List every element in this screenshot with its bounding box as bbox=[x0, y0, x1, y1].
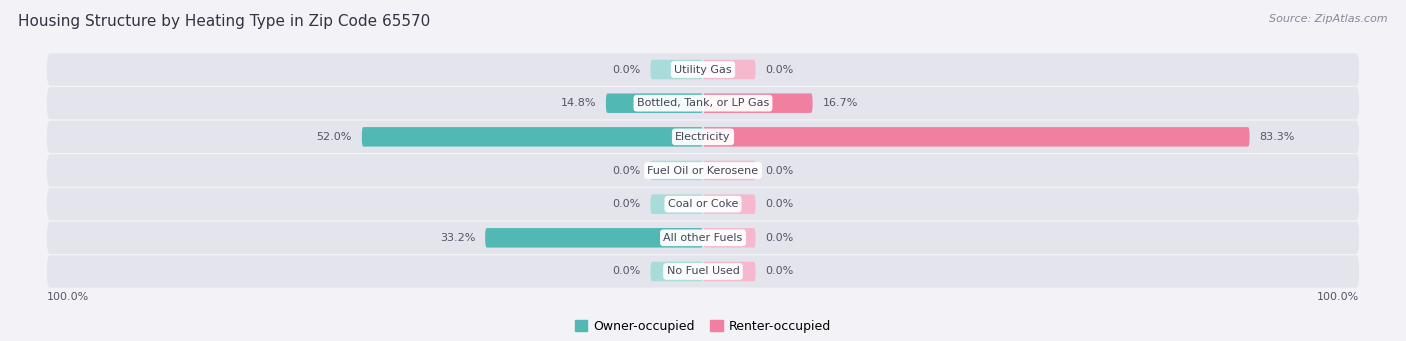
Text: 0.0%: 0.0% bbox=[765, 165, 793, 176]
Text: Source: ZipAtlas.com: Source: ZipAtlas.com bbox=[1270, 14, 1388, 24]
FancyBboxPatch shape bbox=[46, 87, 1360, 119]
FancyBboxPatch shape bbox=[485, 228, 703, 248]
Text: 0.0%: 0.0% bbox=[765, 199, 793, 209]
Text: 14.8%: 14.8% bbox=[561, 98, 596, 108]
Text: 83.3%: 83.3% bbox=[1260, 132, 1295, 142]
Text: 0.0%: 0.0% bbox=[613, 165, 641, 176]
Text: Fuel Oil or Kerosene: Fuel Oil or Kerosene bbox=[647, 165, 759, 176]
FancyBboxPatch shape bbox=[651, 194, 703, 214]
Text: Coal or Coke: Coal or Coke bbox=[668, 199, 738, 209]
FancyBboxPatch shape bbox=[703, 161, 755, 180]
FancyBboxPatch shape bbox=[651, 60, 703, 79]
FancyBboxPatch shape bbox=[703, 262, 755, 281]
FancyBboxPatch shape bbox=[703, 60, 755, 79]
FancyBboxPatch shape bbox=[46, 121, 1360, 153]
Text: 0.0%: 0.0% bbox=[765, 64, 793, 75]
Text: 0.0%: 0.0% bbox=[613, 199, 641, 209]
FancyBboxPatch shape bbox=[46, 54, 1360, 86]
FancyBboxPatch shape bbox=[46, 255, 1360, 287]
FancyBboxPatch shape bbox=[703, 228, 755, 248]
FancyBboxPatch shape bbox=[46, 222, 1360, 254]
Text: 0.0%: 0.0% bbox=[765, 233, 793, 243]
Text: Electricity: Electricity bbox=[675, 132, 731, 142]
Text: 16.7%: 16.7% bbox=[823, 98, 858, 108]
FancyBboxPatch shape bbox=[361, 127, 703, 147]
FancyBboxPatch shape bbox=[703, 194, 755, 214]
FancyBboxPatch shape bbox=[46, 188, 1360, 220]
FancyBboxPatch shape bbox=[46, 154, 1360, 187]
Text: No Fuel Used: No Fuel Used bbox=[666, 266, 740, 277]
Text: Housing Structure by Heating Type in Zip Code 65570: Housing Structure by Heating Type in Zip… bbox=[18, 14, 430, 29]
FancyBboxPatch shape bbox=[651, 161, 703, 180]
Text: All other Fuels: All other Fuels bbox=[664, 233, 742, 243]
FancyBboxPatch shape bbox=[703, 93, 813, 113]
Text: Utility Gas: Utility Gas bbox=[675, 64, 731, 75]
FancyBboxPatch shape bbox=[703, 127, 1250, 147]
Text: 100.0%: 100.0% bbox=[46, 292, 89, 302]
Text: 0.0%: 0.0% bbox=[765, 266, 793, 277]
Legend: Owner-occupied, Renter-occupied: Owner-occupied, Renter-occupied bbox=[569, 315, 837, 338]
FancyBboxPatch shape bbox=[606, 93, 703, 113]
Text: 0.0%: 0.0% bbox=[613, 64, 641, 75]
Text: Bottled, Tank, or LP Gas: Bottled, Tank, or LP Gas bbox=[637, 98, 769, 108]
Text: 33.2%: 33.2% bbox=[440, 233, 475, 243]
Text: 52.0%: 52.0% bbox=[316, 132, 352, 142]
FancyBboxPatch shape bbox=[651, 262, 703, 281]
Text: 100.0%: 100.0% bbox=[1317, 292, 1360, 302]
Text: 0.0%: 0.0% bbox=[613, 266, 641, 277]
